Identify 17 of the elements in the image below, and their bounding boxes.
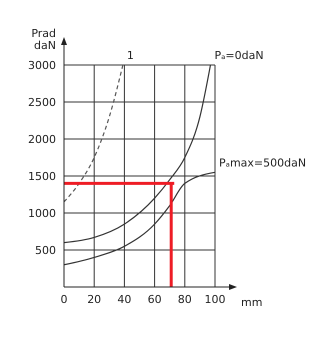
series-label: 1 bbox=[126, 49, 134, 62]
x-tick-label: 0 bbox=[60, 292, 68, 306]
series-label: Pₐmax=500daN bbox=[219, 156, 306, 170]
x-tick-label: 80 bbox=[178, 292, 192, 306]
y-tick-label: 3000 bbox=[28, 58, 56, 72]
x-tick-label: 20 bbox=[87, 292, 102, 306]
x-tick-label: 60 bbox=[148, 292, 162, 306]
y-tick-label: 1000 bbox=[28, 206, 56, 220]
series-label: Pₐ=0daN bbox=[214, 49, 264, 62]
y-axis-title: Prad daN bbox=[31, 27, 56, 52]
y-tick-label: 1500 bbox=[28, 170, 56, 183]
x-tick-label: 40 bbox=[117, 292, 132, 306]
x-tick-label: 100 bbox=[204, 292, 226, 306]
y-tick-label: 500 bbox=[35, 244, 56, 257]
y-tick-label: 2000 bbox=[28, 132, 56, 146]
x-axis-title: mm bbox=[241, 296, 262, 309]
y-tick-label: 2500 bbox=[28, 96, 56, 109]
